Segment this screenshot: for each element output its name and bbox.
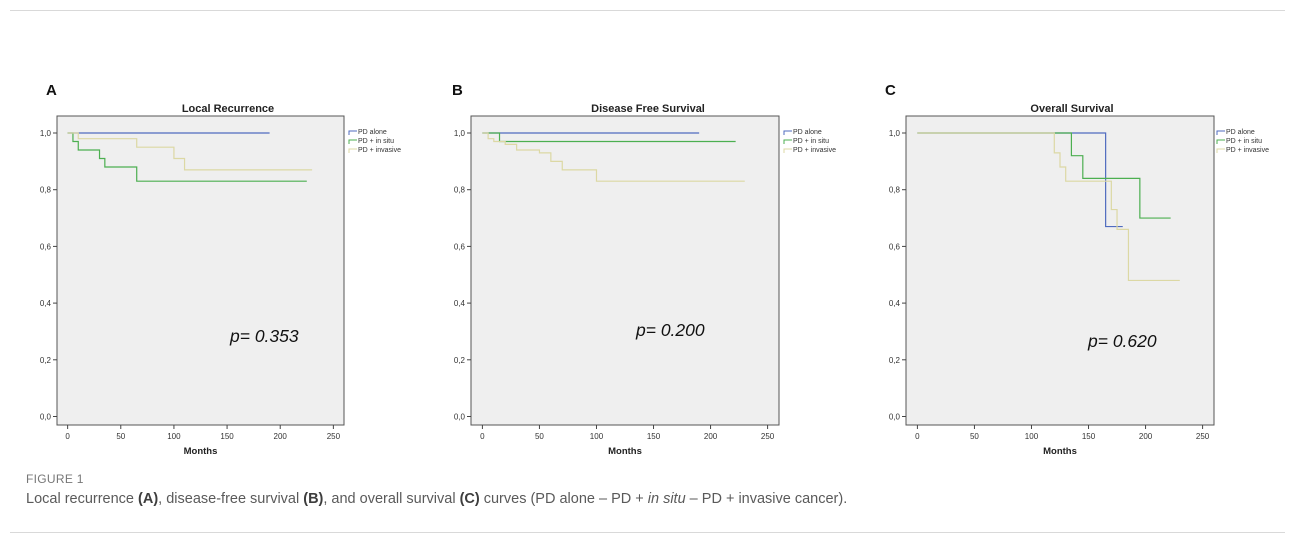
- legend-entry: PD + in situ: [358, 138, 394, 145]
- y-tick-label: 0,4: [454, 299, 466, 308]
- legend-entry: PD + invasive: [1226, 147, 1269, 154]
- x-tick-label: 0: [65, 432, 70, 441]
- x-tick-label: 200: [704, 432, 718, 441]
- x-tick-label: 150: [1082, 432, 1096, 441]
- plot-area: [56, 115, 345, 426]
- panel-letter: B: [452, 82, 463, 99]
- caption-part: , and overall survival: [323, 491, 460, 507]
- x-tick-label: 200: [274, 432, 288, 441]
- legend-swatch: [348, 139, 357, 144]
- chart-panel-b: B Disease Free Survival 0,0 0,2 0,4 0,6 0,8 1,0…: [452, 82, 836, 457]
- caption-part: , disease-free survival: [158, 491, 304, 507]
- x-tick-label: 50: [970, 432, 979, 441]
- caption-part: Local recurrence: [26, 491, 139, 507]
- series-line-pd-in-situ: [482, 132, 736, 143]
- legend-swatch: [783, 139, 792, 144]
- panel-letter: C: [885, 82, 896, 99]
- x-tick-label: 250: [1196, 432, 1210, 441]
- y-tick-label: 0,2: [454, 356, 466, 365]
- series-line-pd-invasive: [482, 132, 745, 182]
- y-tick-label: 0,6: [454, 242, 466, 251]
- y-tick-label: 0,2: [889, 356, 901, 365]
- series-line-pd-invasive: [917, 132, 1180, 282]
- legend-swatch: [348, 130, 357, 135]
- bottom-divider: [10, 532, 1285, 533]
- legend-swatch: [1216, 148, 1225, 153]
- x-tick-label: 0: [915, 432, 920, 441]
- caption-ref-c: (C): [459, 491, 480, 507]
- series-line-pd-invasive: [67, 132, 313, 171]
- x-axis-label: Months: [1043, 446, 1077, 457]
- panel-letter: A: [46, 82, 57, 99]
- y-tick-label: 0,4: [889, 299, 901, 308]
- series-line-pd-in-situ: [917, 132, 1171, 219]
- caption-ref-a: (A): [138, 491, 159, 507]
- x-tick-label: 100: [590, 432, 604, 441]
- legend-entry: PD + invasive: [793, 147, 836, 154]
- figure-label: FIGURE 1: [26, 472, 84, 486]
- y-tick-label: 0,0: [40, 412, 52, 421]
- x-tick-label: 0: [480, 432, 485, 441]
- chart-panel-a: A Local Recurrence 0,0 0,2 0,4 0,6 0,8 1,0 0 50 10…: [40, 82, 401, 457]
- legend-entry: PD alone: [1226, 129, 1255, 136]
- y-tick-label: 0,4: [40, 299, 52, 308]
- x-tick-label: 100: [167, 432, 181, 441]
- chart-title: Disease Free Survival: [591, 103, 705, 115]
- x-tick-label: 250: [327, 432, 341, 441]
- y-tick-label: 1,0: [40, 129, 52, 138]
- figure-caption: Local recurrence (A), disease-free survi…: [26, 491, 847, 507]
- p-value-annotation: p= 0.353: [229, 326, 299, 346]
- y-tick-label: 0,8: [40, 186, 52, 195]
- x-tick-label: 50: [116, 432, 125, 441]
- chart-title: Overall Survival: [1030, 103, 1113, 115]
- figure-canvas: A Local Recurrence 0,0 0,2 0,4 0,6 0,8 1,0 0 50 10…: [40, 82, 1269, 457]
- y-tick-label: 0,6: [40, 242, 52, 251]
- y-tick-label: 0,2: [40, 356, 52, 365]
- legend-entry: PD + invasive: [358, 147, 401, 154]
- caption-part: – PD + invasive cancer).: [685, 491, 848, 507]
- p-value-annotation: p= 0.620: [1087, 331, 1157, 351]
- x-tick-label: 200: [1139, 432, 1153, 441]
- x-axis-label: Months: [608, 446, 642, 457]
- x-tick-label: 250: [761, 432, 775, 441]
- y-tick-label: 0,8: [889, 186, 901, 195]
- legend-entry: PD + in situ: [1226, 138, 1262, 145]
- legend-swatch: [348, 148, 357, 153]
- y-tick-label: 1,0: [889, 129, 901, 138]
- x-axis-label: Months: [184, 446, 218, 457]
- x-tick-label: 100: [1025, 432, 1039, 441]
- plot-area: [470, 115, 780, 426]
- y-tick-label: 0,8: [454, 186, 466, 195]
- top-divider: [10, 10, 1285, 11]
- legend-swatch: [783, 130, 792, 135]
- caption-part: curves (PD alone – PD +: [479, 491, 648, 507]
- p-value-annotation: p= 0.200: [635, 320, 705, 340]
- chart-panel-c: C Overall Survival 0,0 0,2 0,4 0,6 0,8 1,0 0 50 10…: [885, 82, 1269, 457]
- y-tick-label: 0,0: [454, 412, 466, 421]
- caption-in-situ: in situ: [647, 491, 686, 507]
- y-tick-label: 0,6: [889, 242, 901, 251]
- legend-swatch: [1216, 130, 1225, 135]
- x-tick-label: 50: [535, 432, 544, 441]
- x-tick-label: 150: [647, 432, 661, 441]
- series-line-pd-in-situ: [67, 132, 307, 182]
- x-tick-label: 150: [220, 432, 234, 441]
- y-tick-label: 0,0: [889, 412, 901, 421]
- legend-entry: PD alone: [358, 129, 387, 136]
- chart-title: Local Recurrence: [182, 103, 274, 115]
- legend-swatch: [783, 148, 792, 153]
- y-tick-label: 1,0: [454, 129, 466, 138]
- legend-entry: PD alone: [793, 129, 822, 136]
- legend-swatch: [1216, 139, 1225, 144]
- caption-ref-b: (B): [303, 491, 324, 507]
- legend-entry: PD + in situ: [793, 138, 829, 145]
